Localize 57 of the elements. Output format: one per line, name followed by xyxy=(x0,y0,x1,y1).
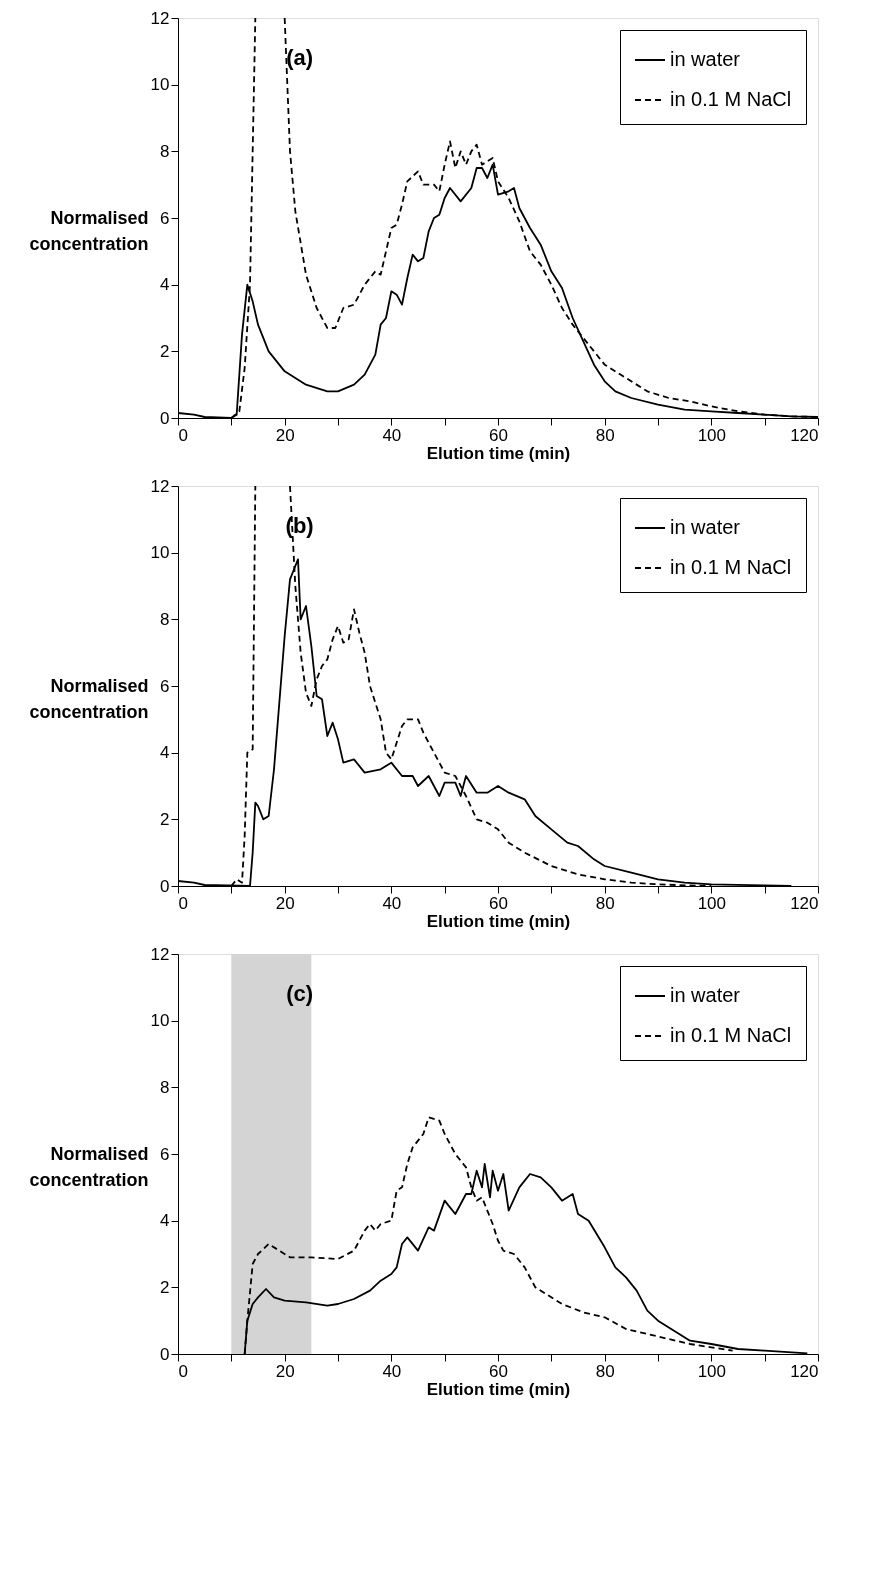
y-tick-label: 4 xyxy=(160,743,170,763)
x-tick-label: 80 xyxy=(595,1361,615,1381)
y-tick-label: 12 xyxy=(150,944,170,964)
y-tick-label: 8 xyxy=(160,141,170,161)
y-tick-label: 2 xyxy=(160,1277,170,1297)
x-axis-title: Elution time (min) xyxy=(426,443,571,463)
x-tick-label: 120 xyxy=(790,893,819,913)
legend-label: in 0.1 M NaCl xyxy=(670,88,792,110)
y-tick-label: 2 xyxy=(160,341,170,361)
y-tick-label: 0 xyxy=(160,876,170,896)
x-tick-label: 40 xyxy=(382,1361,402,1381)
x-tick-label: 60 xyxy=(489,425,508,445)
legend-label: in 0.1 M NaCl xyxy=(670,1024,792,1046)
annotation: (c) xyxy=(286,981,314,1006)
x-tick-label: 40 xyxy=(382,425,402,445)
x-tick-label: 0 xyxy=(178,893,188,913)
y-tick-label: 10 xyxy=(150,75,170,95)
y-tick-label: 12 xyxy=(150,8,170,28)
x-tick-label: 80 xyxy=(595,893,615,913)
x-tick-label: 60 xyxy=(489,1361,508,1381)
x-tick-label: 20 xyxy=(275,893,295,913)
y-tick-label: 0 xyxy=(160,408,170,428)
x-tick-label: 80 xyxy=(595,425,615,445)
x-tick-label: 40 xyxy=(382,893,402,913)
x-axis-title: Elution time (min) xyxy=(426,1379,571,1399)
x-tick-label: 60 xyxy=(489,893,508,913)
y-tick-label: 8 xyxy=(160,609,170,629)
legend-label: in water xyxy=(670,48,741,70)
x-tick-label: 100 xyxy=(697,425,727,445)
x-tick-label: 0 xyxy=(178,1361,188,1381)
y-tick-label: 6 xyxy=(160,208,170,228)
x-tick-label: 120 xyxy=(790,1361,819,1381)
y-tick-label: 12 xyxy=(150,476,170,496)
y-tick-label: 6 xyxy=(160,676,170,696)
y-tick-label: 4 xyxy=(160,275,170,295)
x-axis-title: Elution time (min) xyxy=(426,911,571,931)
y-tick-label: 10 xyxy=(150,543,170,563)
annotation: (a) xyxy=(286,45,314,70)
y-axis-title: Normalised concentration xyxy=(29,675,149,722)
y-tick-label: 0 xyxy=(160,1344,170,1364)
annotation: (b) xyxy=(285,513,314,538)
x-tick-label: 120 xyxy=(790,425,819,445)
y-axis-title: Normalised concentration xyxy=(29,1143,149,1190)
legend-label: in water xyxy=(670,984,741,1006)
legend-label: in water xyxy=(670,516,741,538)
y-tick-label: 10 xyxy=(150,1011,170,1031)
x-tick-label: 20 xyxy=(275,425,295,445)
x-tick-label: 100 xyxy=(697,893,727,913)
y-tick-label: 2 xyxy=(160,809,170,829)
x-tick-label: 0 xyxy=(178,425,188,445)
y-tick-label: 6 xyxy=(160,1144,170,1164)
y-tick-label: 8 xyxy=(160,1077,170,1097)
legend-label: in 0.1 M NaCl xyxy=(670,556,792,578)
y-tick-label: 4 xyxy=(160,1211,170,1231)
y-axis-title: Normalised concentration xyxy=(29,207,149,254)
x-tick-label: 100 xyxy=(697,1361,727,1381)
x-tick-label: 20 xyxy=(275,1361,295,1381)
